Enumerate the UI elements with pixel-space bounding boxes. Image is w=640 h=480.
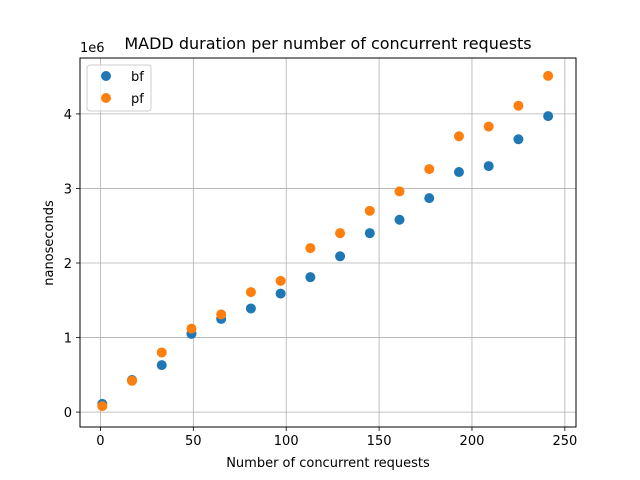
data-point-bf <box>543 111 554 122</box>
data-point-pf <box>305 243 316 254</box>
legend-marker-pf <box>101 93 111 103</box>
data-point-pf <box>156 347 167 358</box>
data-point-bf <box>305 272 316 283</box>
legend: bf pf <box>86 64 152 112</box>
y-axis-label: nanoseconds <box>42 200 57 286</box>
x-axis-label: Number of concurrent requests <box>226 456 430 471</box>
data-point-pf <box>513 100 524 111</box>
data-point-bf <box>156 360 167 371</box>
data-point-pf <box>335 228 346 239</box>
x-tick-label: 150 <box>367 434 392 449</box>
data-point-bf <box>453 167 464 178</box>
chart-title: MADD duration per number of concurrent r… <box>124 34 531 53</box>
x-tick-label: 250 <box>552 434 577 449</box>
data-point-bf <box>394 214 405 225</box>
data-point-pf <box>275 275 286 286</box>
legend-label-pf: pf <box>131 92 144 107</box>
x-tick-label: 0 <box>96 434 104 449</box>
ticks-layer: 0 50 100 150 200 250 0 1 2 3 4 <box>64 108 578 449</box>
data-point-pf <box>97 401 108 412</box>
data-point-pf <box>453 131 464 142</box>
data-point-pf <box>543 70 554 81</box>
data-point-bf <box>513 134 524 145</box>
data-point-bf <box>424 193 435 204</box>
legend-label-bf: bf <box>131 70 144 85</box>
data-point-pf <box>245 287 256 298</box>
y-tick-label: 4 <box>64 108 72 123</box>
data-point-pf <box>424 164 435 175</box>
data-point-pf <box>364 205 375 216</box>
data-point-pf <box>394 186 405 197</box>
y-tick-label: 2 <box>64 257 72 272</box>
data-point-bf <box>275 288 286 299</box>
data-point-bf <box>364 228 375 239</box>
data-point-bf <box>483 161 494 172</box>
y-tick-label: 1 <box>64 332 72 347</box>
y-tick-label: 3 <box>64 182 72 197</box>
grid-layer <box>80 58 576 427</box>
data-point-pf <box>216 309 227 320</box>
y-offset-label: 1e6 <box>80 41 105 56</box>
x-tick-label: 200 <box>460 434 485 449</box>
legend-marker-bf <box>101 71 111 81</box>
data-point-bf <box>245 303 256 314</box>
data-point-bf <box>335 251 346 262</box>
x-tick-label: 50 <box>185 434 202 449</box>
x-tick-label: 100 <box>274 434 299 449</box>
data-point-pf <box>127 375 138 386</box>
data-point-pf <box>483 121 494 132</box>
plot-frame <box>79 57 577 428</box>
y-tick-label: 0 <box>64 406 72 421</box>
points-layer <box>97 70 554 412</box>
data-point-pf <box>186 323 197 334</box>
